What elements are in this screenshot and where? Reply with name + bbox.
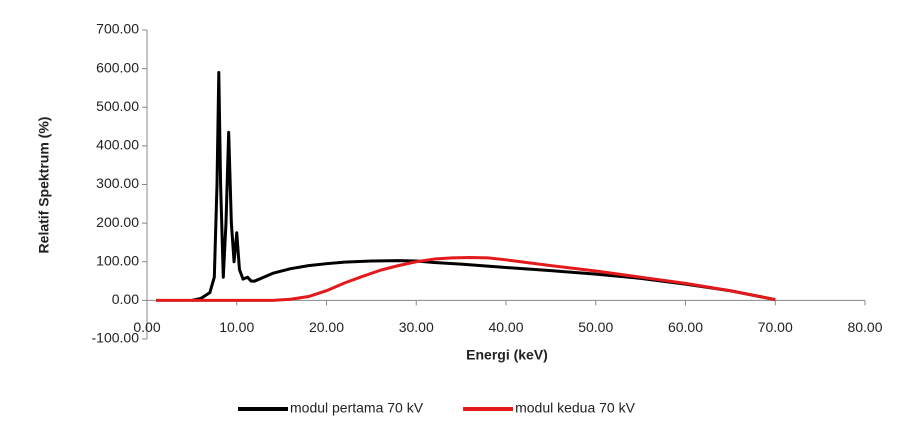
y-tick-label: 100.00 [96,252,139,268]
y-tick-label: -100.00 [92,330,140,346]
x-tick-label: 0.00 [133,319,160,335]
y-tick-label: 500.00 [96,98,139,114]
x-tick-label: 20.00 [309,319,344,335]
x-tick-label: 50.00 [578,319,613,335]
x-axis-title: Energi (keV) [466,347,548,363]
y-tick-label: 0.00 [112,291,139,307]
x-tick-label: 80.00 [847,319,882,335]
legend-label: modul pertama 70 kV [290,400,424,416]
y-tick-label: 200.00 [96,214,139,230]
y-tick-label: 400.00 [96,137,139,153]
y-tick-label: 700.00 [96,21,139,37]
x-tick-label: 40.00 [488,319,523,335]
y-axis-title: Relatif Spektrum (%) [36,117,52,254]
x-tick-label: 10.00 [219,319,254,335]
y-tick-label: 300.00 [96,175,139,191]
x-tick-label: 60.00 [668,319,703,335]
x-tick-label: 30.00 [399,319,434,335]
x-tick-label: 70.00 [758,319,793,335]
legend-label: modul kedua 70 kV [515,400,636,416]
chart: Energi (keV) Relatif Spektrum (%) -100.0… [0,0,899,433]
y-tick-label: 600.00 [96,59,139,75]
